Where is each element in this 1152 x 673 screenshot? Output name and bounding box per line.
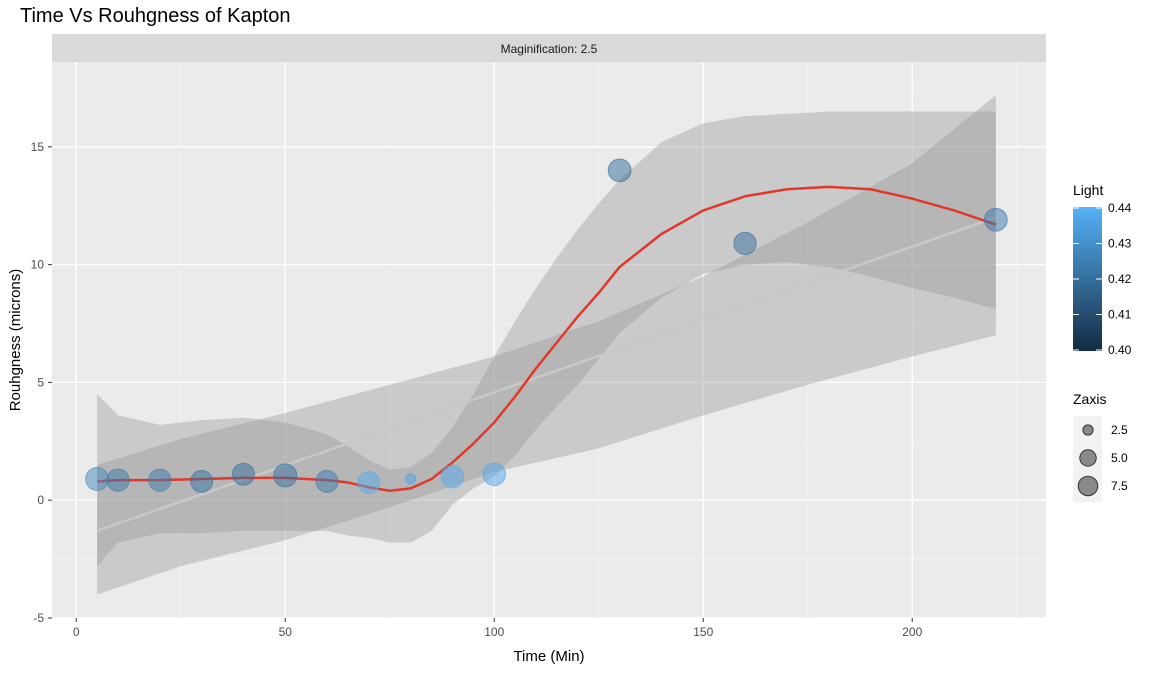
data-point (607, 158, 632, 183)
data-point (148, 468, 172, 492)
y-tick-label: 10 (31, 258, 45, 272)
legend-zaxis-title: Zaxis (1073, 391, 1106, 407)
linear-fit-band (97, 94, 996, 595)
x-tick-label: 200 (902, 625, 922, 639)
legend-light-label: 0.43 (1108, 237, 1132, 251)
legend-light-label: 0.44 (1108, 201, 1132, 215)
data-point (404, 473, 417, 485)
legend-zaxis-label: 2.5 (1111, 423, 1128, 437)
y-tick-label: 5 (37, 375, 44, 389)
legend-zaxis: Zaxis 2.5 5.0 7.5 (1073, 391, 1128, 502)
data-point (482, 462, 507, 487)
legend-zaxis-key (1082, 424, 1094, 436)
x-tick-label: 150 (693, 625, 713, 639)
data-point (231, 462, 255, 486)
legend-zaxis-label: 7.5 (1111, 479, 1128, 493)
legend-light-title: Light (1073, 182, 1103, 198)
y-tick-label: -5 (33, 611, 44, 625)
plot-panel (52, 62, 1046, 618)
facet-strip-label: Maginification: 2.5 (501, 42, 598, 56)
y-tick-label: 0 (37, 493, 44, 507)
data-point (190, 469, 214, 493)
legend-light-label: 0.41 (1108, 308, 1132, 322)
axes: 0 50 100 150 200 -5 0 5 10 15 (31, 140, 923, 639)
grid-lines (52, 62, 1046, 619)
x-axis-title: Time (Min) (513, 648, 584, 665)
legend-light: Light 0.44 0.43 0.42 0.41 0.40 (1073, 182, 1132, 357)
data-point (440, 464, 465, 489)
data-point (983, 207, 1008, 232)
legend-zaxis-key (1079, 449, 1097, 467)
chart-title: Time Vs Rouhgness of Kapton (20, 5, 291, 27)
y-tick-label: 15 (31, 140, 45, 154)
data-point (315, 469, 339, 493)
legend-light-label: 0.40 (1108, 343, 1132, 357)
x-tick-label: 100 (484, 625, 504, 639)
data-points (85, 158, 1008, 495)
data-point (273, 463, 298, 488)
facet-strip (52, 34, 1046, 62)
legend-zaxis-key (1077, 475, 1099, 497)
x-tick-label: 50 (279, 625, 293, 639)
data-point (106, 468, 130, 492)
data-point (85, 467, 110, 491)
y-axis-title: Rouhgness (microns) (7, 269, 24, 412)
legend-light-label: 0.42 (1108, 272, 1132, 286)
data-point (733, 231, 757, 256)
data-point (357, 471, 381, 495)
legend-zaxis-label: 5.0 (1111, 451, 1128, 465)
x-tick-label: 0 (73, 625, 80, 639)
